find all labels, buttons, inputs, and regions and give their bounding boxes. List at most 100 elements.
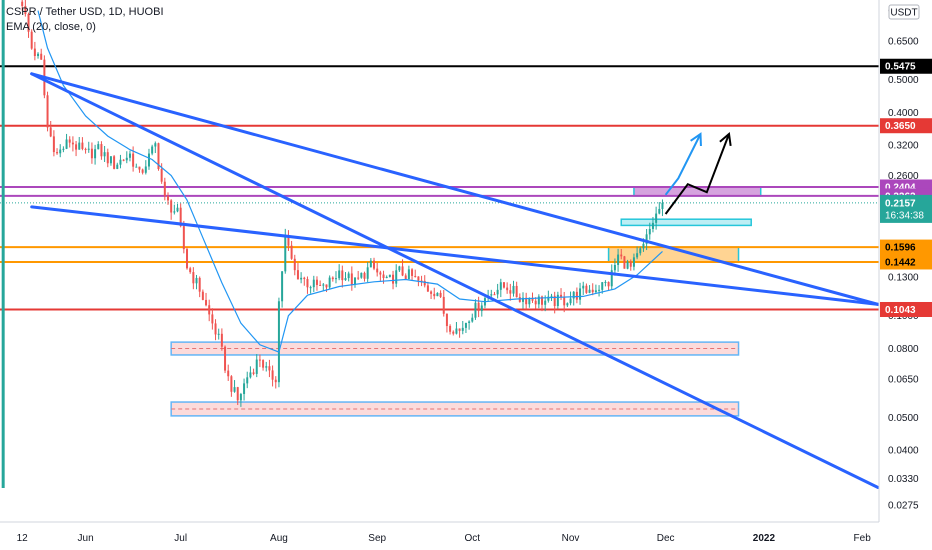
- candle: [75, 140, 78, 157]
- candle-body: [192, 272, 195, 284]
- candle-body: [658, 208, 661, 214]
- candle: [62, 146, 65, 153]
- projection-paths: [664, 132, 732, 215]
- candle-body: [613, 264, 616, 271]
- candle: [182, 220, 185, 254]
- candle-body: [598, 289, 601, 291]
- candle: [521, 292, 524, 309]
- candle: [645, 229, 648, 251]
- y-tick-label: 0.4000: [888, 108, 919, 119]
- candle: [496, 283, 499, 299]
- candle-body: [46, 95, 49, 128]
- candle: [464, 322, 467, 333]
- candle: [661, 199, 664, 217]
- currency-label: USDT: [890, 8, 917, 19]
- candle-body: [201, 291, 204, 300]
- candle: [151, 144, 154, 156]
- candle-body: [239, 394, 242, 401]
- candle-body: [506, 287, 509, 291]
- candle: [303, 276, 306, 286]
- candle-body: [249, 372, 252, 378]
- candle-body: [195, 277, 198, 284]
- candle: [230, 375, 233, 397]
- candle: [411, 268, 414, 281]
- price-badge-label: 0.2404: [885, 182, 916, 193]
- candle: [141, 168, 144, 175]
- candle: [309, 285, 312, 294]
- candle-body: [623, 256, 626, 269]
- candle: [445, 313, 448, 333]
- candle: [68, 136, 71, 148]
- candle-body: [357, 277, 360, 279]
- candle: [239, 392, 242, 407]
- candle-body: [594, 290, 597, 293]
- candle-body: [122, 159, 125, 161]
- candle-body: [560, 294, 563, 298]
- candle: [287, 230, 290, 251]
- candle-body: [537, 296, 540, 305]
- candle: [208, 299, 211, 322]
- candle-body: [68, 139, 71, 143]
- candle: [449, 324, 452, 335]
- candle: [569, 291, 572, 306]
- candle-body: [354, 277, 357, 285]
- y-tick-label: 0.0800: [888, 344, 919, 355]
- candle-body: [461, 327, 464, 331]
- ema-indicator-label[interactable]: EMA (20, close, 0): [6, 21, 96, 33]
- candles-layer: [21, 0, 664, 407]
- candle: [404, 273, 407, 280]
- candle-body: [265, 366, 268, 368]
- candle: [420, 275, 423, 287]
- candle-body: [113, 156, 116, 169]
- candle-body: [509, 290, 512, 294]
- candle-body: [182, 226, 185, 250]
- candle-body: [417, 276, 420, 281]
- candle-body: [388, 274, 391, 277]
- candle-body: [94, 149, 97, 159]
- candle: [255, 354, 258, 378]
- candle-body: [518, 297, 521, 302]
- candle-body: [208, 305, 211, 315]
- candle: [433, 287, 436, 300]
- candle: [357, 270, 360, 280]
- candle-body: [160, 169, 163, 182]
- candle: [572, 291, 575, 306]
- candle-body: [268, 366, 271, 371]
- candle-body: [138, 166, 141, 170]
- candle: [560, 288, 563, 301]
- candle: [147, 148, 150, 170]
- candle-body: [512, 285, 515, 294]
- candle-body: [366, 267, 369, 279]
- candle-body: [170, 200, 173, 213]
- candle: [87, 141, 90, 153]
- candle: [277, 297, 280, 388]
- level-lines: [0, 65, 879, 311]
- candle-body: [414, 275, 417, 277]
- candle-body: [341, 270, 344, 281]
- candle-body: [632, 257, 635, 267]
- candle-body: [464, 322, 467, 328]
- y-tick-label: 0.5000: [888, 75, 919, 86]
- candle-body: [271, 370, 274, 380]
- x-tick-label: 2022: [753, 533, 776, 544]
- candle-body: [116, 164, 119, 169]
- candle-body: [452, 331, 455, 334]
- candle-body: [420, 280, 423, 282]
- candle-body: [325, 284, 328, 288]
- candle: [65, 133, 68, 150]
- candle: [233, 380, 236, 393]
- candle-body: [411, 269, 414, 276]
- candle-body: [262, 360, 265, 368]
- last-price-badge: [880, 194, 932, 223]
- candle-body: [360, 272, 363, 278]
- y-tick-label: 0.0330: [888, 474, 919, 485]
- candle-body: [544, 300, 547, 305]
- candle-body: [655, 213, 658, 223]
- candle-body: [642, 243, 645, 249]
- candle-body: [541, 296, 544, 305]
- price-badge-label: 0.1043: [885, 305, 916, 316]
- candle: [414, 269, 417, 278]
- candle-body: [639, 248, 642, 254]
- symbol-title[interactable]: CSPR / Tether USD, 1D, HUOBI: [6, 6, 164, 18]
